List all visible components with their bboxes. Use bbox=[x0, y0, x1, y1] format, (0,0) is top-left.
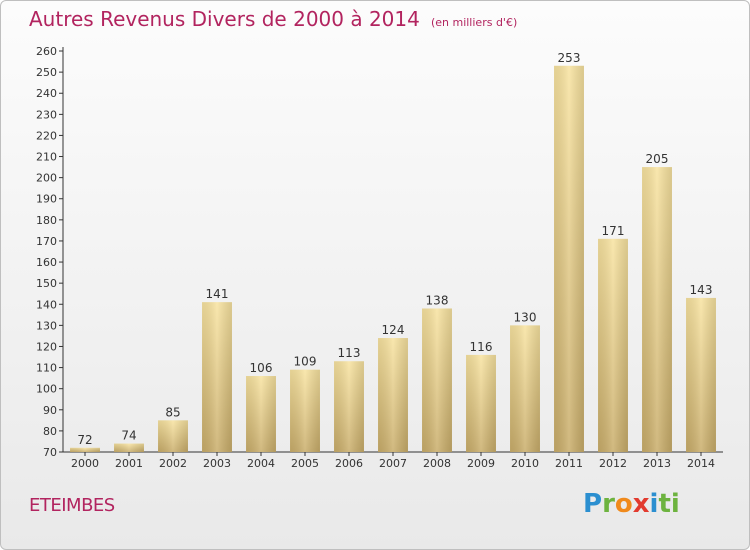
y-tick-label: 170 bbox=[36, 235, 57, 248]
bar-value-label: 124 bbox=[382, 323, 405, 337]
y-tick-label: 140 bbox=[36, 298, 57, 311]
bar-shade bbox=[686, 297, 716, 452]
x-tick-label: 2008 bbox=[423, 457, 451, 470]
location-label: ETEIMBES bbox=[29, 495, 115, 516]
bar-value-label: 130 bbox=[514, 310, 537, 324]
x-tick-label: 2010 bbox=[511, 457, 539, 470]
bar-shade bbox=[598, 238, 628, 452]
chart-title: Autres Revenus Divers de 2000 à 2014 bbox=[29, 7, 420, 31]
proxiti-logo[interactable]: Proxiti bbox=[583, 489, 680, 519]
bar-value-label: 253 bbox=[558, 51, 581, 65]
y-tick-label: 70 bbox=[43, 446, 57, 459]
y-tick-label: 190 bbox=[36, 193, 57, 206]
bar-shade bbox=[114, 443, 144, 452]
y-tick-label: 250 bbox=[36, 66, 57, 79]
bar-value-label: 205 bbox=[646, 152, 669, 166]
bar-shade bbox=[378, 338, 408, 452]
y-tick-label: 160 bbox=[36, 256, 57, 269]
bar-shade bbox=[510, 325, 540, 452]
bar-shade bbox=[642, 167, 672, 452]
y-tick-label: 80 bbox=[43, 425, 57, 438]
y-tick-label: 230 bbox=[36, 108, 57, 121]
bar-shade bbox=[554, 65, 584, 452]
bar-shade bbox=[70, 447, 100, 452]
bar-shade bbox=[290, 369, 320, 452]
y-tick-label: 110 bbox=[36, 362, 57, 375]
y-tick-label: 240 bbox=[36, 87, 57, 100]
bar-shade bbox=[158, 420, 188, 452]
bar-shade bbox=[422, 308, 452, 452]
chart-unit-note: (en milliers d'€) bbox=[430, 16, 518, 29]
x-tick-label: 2002 bbox=[159, 457, 187, 470]
y-tick-label: 260 bbox=[36, 45, 57, 58]
bar-shade bbox=[334, 361, 364, 452]
y-tick-label: 210 bbox=[36, 151, 57, 164]
bar-shade bbox=[202, 302, 232, 452]
x-tick-label: 2007 bbox=[379, 457, 407, 470]
bar-value-label: 74 bbox=[121, 429, 136, 443]
bar-value-label: 116 bbox=[470, 340, 493, 354]
x-tick-label: 2009 bbox=[467, 457, 495, 470]
bar-value-label: 113 bbox=[338, 346, 361, 360]
y-tick-label: 120 bbox=[36, 340, 57, 353]
bar-value-label: 171 bbox=[602, 224, 625, 238]
bar-value-label: 85 bbox=[165, 405, 180, 419]
x-tick-label: 2006 bbox=[335, 457, 363, 470]
chart-title-row: Autres Revenus Divers de 2000 à 2014 (en… bbox=[29, 7, 517, 31]
y-tick-label: 200 bbox=[36, 172, 57, 185]
y-tick-label: 220 bbox=[36, 129, 57, 142]
y-tick-label: 180 bbox=[36, 214, 57, 227]
x-tick-label: 2000 bbox=[71, 457, 99, 470]
x-tick-label: 2013 bbox=[643, 457, 671, 470]
bar-value-label: 141 bbox=[206, 287, 229, 301]
y-tick-label: 100 bbox=[36, 383, 57, 396]
bar-value-label: 138 bbox=[426, 293, 449, 307]
x-tick-label: 2011 bbox=[555, 457, 583, 470]
x-tick-label: 2004 bbox=[247, 457, 275, 470]
bar-value-label: 72 bbox=[77, 433, 92, 447]
bar-value-label: 109 bbox=[294, 355, 317, 369]
bar-shade bbox=[246, 376, 276, 452]
x-tick-label: 2012 bbox=[599, 457, 627, 470]
y-tick-label: 130 bbox=[36, 319, 57, 332]
x-tick-label: 2014 bbox=[687, 457, 715, 470]
bar-shade bbox=[466, 354, 496, 452]
x-tick-label: 2005 bbox=[291, 457, 319, 470]
y-tick-label: 90 bbox=[43, 404, 57, 417]
y-tick-label: 150 bbox=[36, 277, 57, 290]
bar-value-label: 143 bbox=[690, 283, 713, 297]
bar-value-label: 106 bbox=[250, 361, 273, 375]
x-tick-label: 2003 bbox=[203, 457, 231, 470]
x-tick-label: 2001 bbox=[115, 457, 143, 470]
